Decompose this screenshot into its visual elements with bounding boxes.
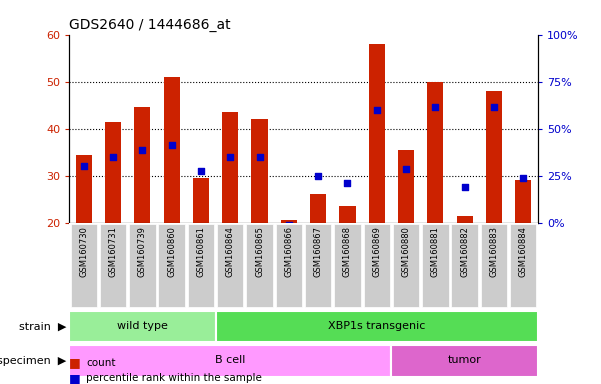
Point bbox=[196, 168, 206, 174]
Bar bbox=[100, 224, 126, 307]
Bar bbox=[427, 82, 444, 223]
Bar bbox=[251, 119, 267, 223]
Bar bbox=[281, 220, 297, 223]
Bar bbox=[391, 346, 538, 376]
Bar bbox=[246, 224, 273, 307]
Text: GSM160882: GSM160882 bbox=[460, 226, 469, 277]
Text: percentile rank within the sample: percentile rank within the sample bbox=[86, 373, 262, 383]
Text: GSM160860: GSM160860 bbox=[167, 226, 176, 277]
Bar bbox=[422, 224, 448, 307]
Text: GSM160867: GSM160867 bbox=[314, 226, 323, 277]
Text: GSM160731: GSM160731 bbox=[109, 226, 118, 277]
Text: GSM160739: GSM160739 bbox=[138, 226, 147, 277]
Bar bbox=[134, 108, 150, 223]
Text: strain  ▶: strain ▶ bbox=[19, 321, 66, 331]
Point bbox=[284, 222, 294, 228]
Text: B cell: B cell bbox=[215, 355, 245, 365]
Point bbox=[401, 166, 411, 172]
Bar bbox=[216, 311, 538, 342]
Point bbox=[372, 107, 382, 113]
Text: GSM160865: GSM160865 bbox=[255, 226, 264, 277]
Bar bbox=[193, 178, 209, 223]
Bar bbox=[105, 122, 121, 223]
Point bbox=[313, 173, 323, 179]
Bar bbox=[76, 154, 92, 223]
Bar bbox=[510, 224, 537, 307]
Bar bbox=[486, 91, 502, 223]
Point bbox=[167, 142, 177, 148]
Text: GSM160880: GSM160880 bbox=[401, 226, 410, 277]
Bar bbox=[159, 224, 185, 307]
Point bbox=[489, 104, 499, 111]
Bar bbox=[457, 216, 473, 223]
Text: GSM160883: GSM160883 bbox=[489, 226, 498, 277]
Point bbox=[79, 163, 88, 169]
Bar bbox=[334, 224, 361, 307]
Text: tumor: tumor bbox=[448, 355, 481, 365]
Text: GSM160730: GSM160730 bbox=[79, 226, 88, 277]
Text: GSM160881: GSM160881 bbox=[431, 226, 440, 277]
Bar bbox=[188, 224, 214, 307]
Point bbox=[460, 184, 469, 190]
Bar bbox=[69, 346, 391, 376]
Point bbox=[138, 147, 147, 153]
Bar bbox=[70, 224, 97, 307]
Bar bbox=[368, 44, 385, 223]
Bar bbox=[481, 224, 507, 307]
Point bbox=[225, 154, 235, 160]
Point bbox=[430, 104, 440, 111]
Point bbox=[519, 175, 528, 181]
Text: ■: ■ bbox=[69, 356, 81, 369]
Bar bbox=[69, 311, 216, 342]
Bar bbox=[364, 224, 390, 307]
Bar bbox=[222, 112, 239, 223]
Text: GSM160869: GSM160869 bbox=[372, 226, 381, 277]
Text: count: count bbox=[86, 358, 115, 368]
Text: GSM160868: GSM160868 bbox=[343, 226, 352, 277]
Text: specimen  ▶: specimen ▶ bbox=[0, 356, 66, 366]
Text: GSM160861: GSM160861 bbox=[197, 226, 206, 277]
Bar bbox=[340, 206, 356, 223]
Point bbox=[343, 180, 352, 186]
Bar bbox=[515, 180, 531, 223]
Bar bbox=[398, 150, 414, 223]
Text: GSM160864: GSM160864 bbox=[226, 226, 235, 277]
Bar bbox=[276, 224, 302, 307]
Bar bbox=[163, 77, 180, 223]
Text: XBP1s transgenic: XBP1s transgenic bbox=[328, 321, 426, 331]
Bar bbox=[129, 224, 156, 307]
Bar bbox=[310, 194, 326, 223]
Text: GSM160884: GSM160884 bbox=[519, 226, 528, 277]
Bar bbox=[305, 224, 331, 307]
Text: GSM160866: GSM160866 bbox=[284, 226, 293, 277]
Bar bbox=[451, 224, 478, 307]
Text: ■: ■ bbox=[69, 372, 81, 384]
Point bbox=[108, 154, 118, 160]
Point bbox=[255, 154, 264, 160]
Text: wild type: wild type bbox=[117, 321, 168, 331]
Text: GDS2640 / 1444686_at: GDS2640 / 1444686_at bbox=[69, 18, 231, 32]
Bar bbox=[393, 224, 419, 307]
Bar bbox=[217, 224, 243, 307]
